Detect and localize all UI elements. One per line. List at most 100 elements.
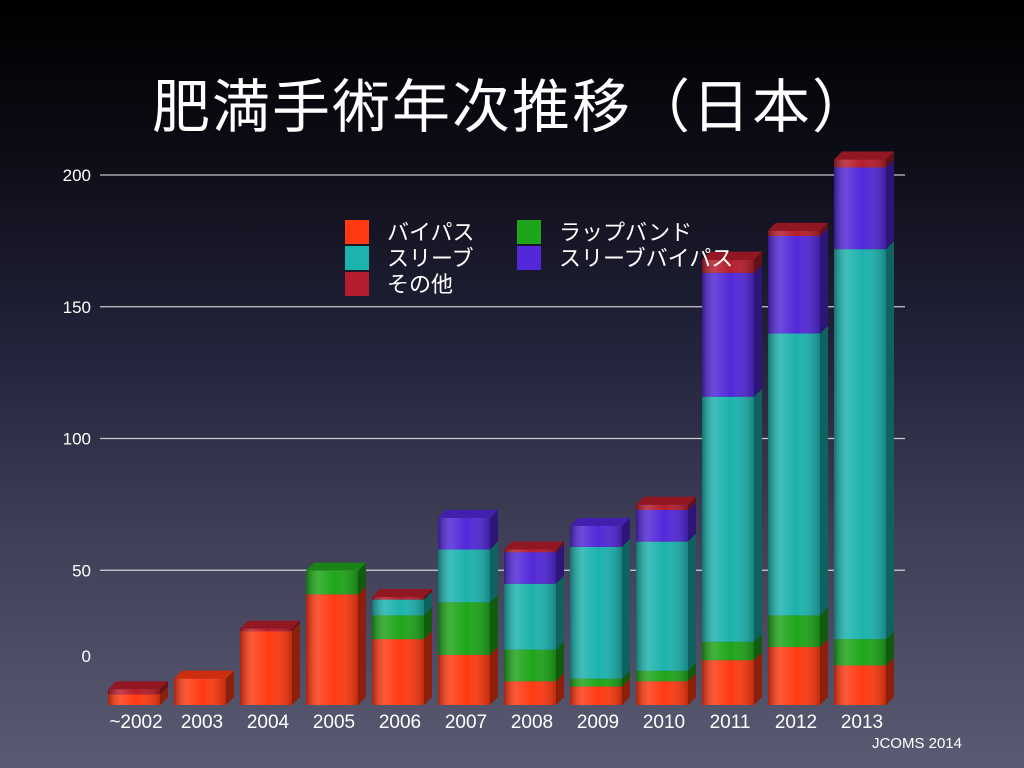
bar-side [556, 544, 564, 584]
bar-side [490, 541, 498, 603]
bar-side [820, 325, 828, 616]
bar-side [160, 686, 168, 705]
bar-segment-shading [570, 525, 622, 547]
bar-side [226, 670, 234, 705]
source-note: JCOMS 2014 [871, 735, 962, 752]
bar-side [886, 151, 894, 168]
x-tick-label: 2012 [775, 712, 817, 733]
bar-side [754, 633, 762, 661]
bar-2006 [372, 588, 432, 705]
bar-top-face [240, 620, 300, 629]
bar-segment-shading [174, 678, 226, 705]
bar-side [424, 631, 432, 705]
bar-segment-shading [438, 654, 490, 705]
bar-side [754, 652, 762, 705]
bar-segment-shading [768, 235, 820, 334]
bar-side [424, 591, 432, 616]
bar-~2002 [108, 681, 168, 705]
bar-segment-shading [834, 159, 886, 168]
bar-side [292, 620, 300, 632]
bar-side [886, 159, 894, 250]
bar-top-face [108, 681, 168, 690]
legend-swatch-sleeve [345, 246, 369, 270]
x-tick-label: ~2002 [109, 712, 162, 733]
bar-side [688, 502, 696, 542]
bar-segment-shading [372, 596, 424, 600]
bar-segment-shading [834, 167, 886, 250]
bar-segment-shading [702, 641, 754, 661]
y-tick-label: 0 [82, 647, 91, 666]
bar-top-face [834, 151, 894, 160]
bar-side [820, 227, 828, 334]
bar-segment-shading [768, 230, 820, 236]
bar-side [886, 631, 894, 666]
bar-2005 [306, 562, 366, 705]
bar-side [688, 533, 696, 671]
y-tick-label: 150 [63, 298, 91, 317]
bar-segment-shading [504, 681, 556, 705]
bar-segment-shading [108, 694, 160, 705]
bar-top-face [702, 251, 762, 260]
legend-label: スリーブ [387, 247, 474, 272]
bar-side [556, 541, 564, 553]
bar-side [424, 588, 432, 600]
bar-segment-shading [438, 602, 490, 655]
bar-segment-shading [636, 681, 688, 705]
bar-side [622, 670, 630, 687]
legend-swatch-other [345, 272, 369, 296]
bar-side [820, 607, 828, 648]
x-tick-label: 2013 [841, 712, 883, 733]
bar-top-face [174, 670, 234, 679]
bar-2008 [504, 541, 564, 705]
legend-swatch-bypass [345, 220, 369, 244]
bar-segment-shading [768, 647, 820, 705]
bar-side [490, 646, 498, 705]
bar-segment-shading [570, 678, 622, 687]
bar-segment-shading [240, 631, 292, 705]
bar-segment-shading [768, 333, 820, 616]
bar-side [556, 575, 564, 650]
bar-segment-shading [438, 517, 490, 550]
bar-segment-shading [636, 541, 688, 671]
bar-side [754, 388, 762, 642]
bar-segment-shading [504, 583, 556, 650]
legend-swatch-band [517, 220, 541, 244]
bar-top-face [636, 496, 696, 505]
bar-2011 [702, 251, 762, 705]
bar-side [622, 517, 630, 547]
bar-top-face [768, 222, 828, 231]
x-tick-label: 2008 [511, 712, 553, 733]
bar-side [292, 623, 300, 705]
y-tick-label: 100 [63, 430, 91, 449]
bar-segment-shading [504, 649, 556, 682]
bar-segment-shading [504, 549, 556, 553]
bar-side [688, 673, 696, 705]
y-tick-label: 50 [72, 561, 91, 580]
bar-segment-shading [636, 504, 688, 511]
bar-segment-shading [702, 396, 754, 642]
x-tick-label: 2011 [710, 712, 751, 733]
bar-side [358, 562, 366, 595]
bar-segment-shading [372, 599, 424, 616]
chart-title: 肥満手術年次推移（日本） [151, 73, 872, 141]
y-axis-ticks: 0 50 100 150 200 [63, 166, 91, 666]
bar-2009 [570, 517, 630, 705]
legend-label: バイパス [387, 221, 475, 246]
bar-side [820, 222, 828, 236]
bar-segment-shading [306, 594, 358, 705]
bar-side [160, 681, 168, 695]
bar-top-face [504, 541, 564, 550]
bar-segment-shading [570, 686, 622, 705]
bar-segment-shading [768, 615, 820, 648]
bar-side [820, 639, 828, 705]
bar-2012 [768, 222, 828, 705]
x-axis-ticks: ~2002 2003 2004 2005 2006 2007 2008 2009 2010 201… [109, 712, 883, 733]
bar-side [358, 586, 366, 705]
x-tick-label: 2009 [577, 712, 619, 733]
x-tick-label: 2006 [379, 712, 421, 733]
bar-segment-shading [438, 549, 490, 603]
bar-side [490, 509, 498, 550]
bar-segment-shading [570, 546, 622, 679]
x-tick-label: 2003 [181, 712, 223, 733]
